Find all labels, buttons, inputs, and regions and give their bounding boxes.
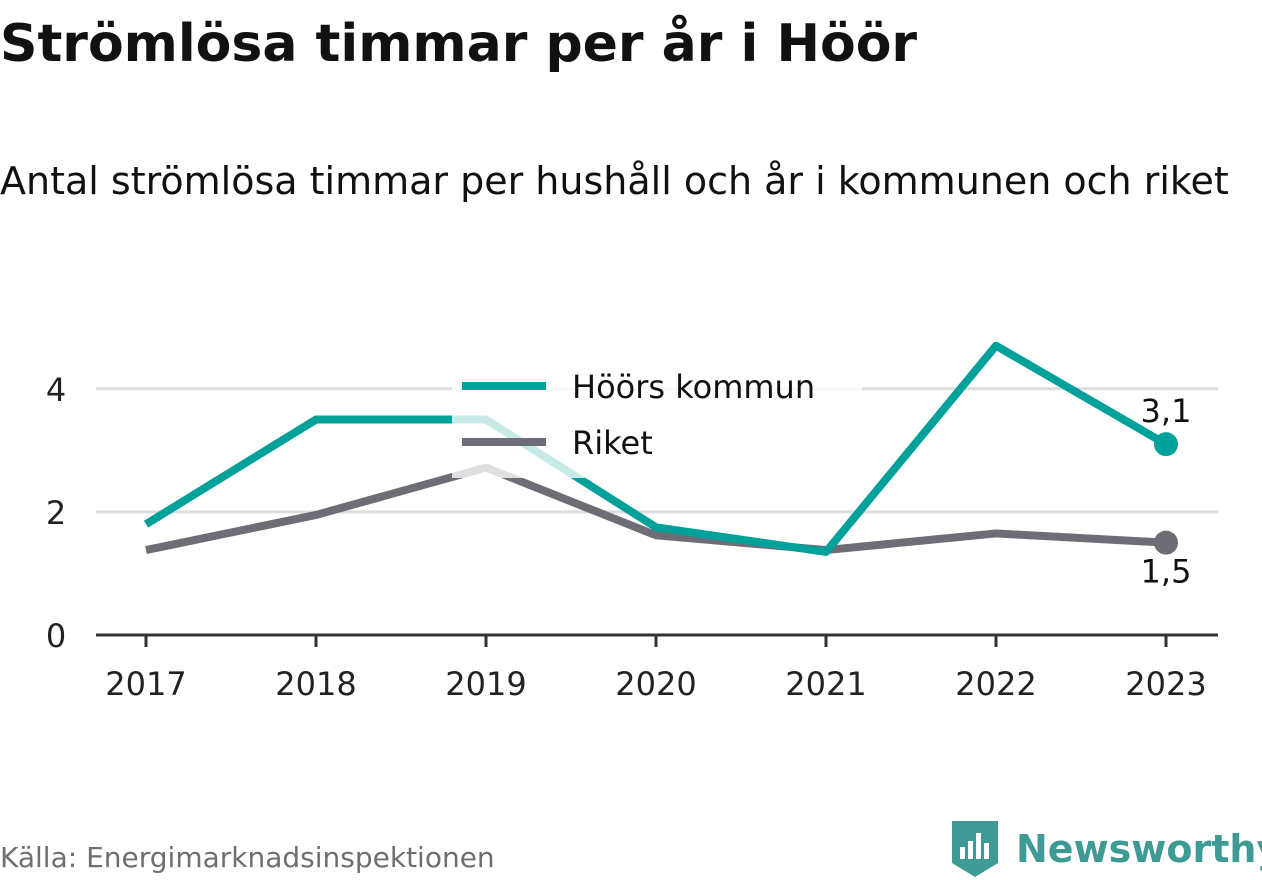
y-tick-label: 0 (46, 617, 66, 655)
end-point-marker (1154, 530, 1178, 555)
series-line-0 (143, 341, 1169, 556)
brand-logo: Newsworthy (950, 818, 1262, 880)
x-tick-label: 2019 (445, 665, 526, 703)
x-tick-label: 2021 (785, 665, 866, 703)
end-points: 3,1 1,5 (1141, 392, 1192, 590)
y-tick-label: 2 (46, 494, 66, 532)
end-value-label: 3,1 (1141, 392, 1192, 430)
x-axis-ticks: 2017 2018 2019 2020 2021 2022 2023 (105, 635, 1207, 703)
chart-subtitle: Antal strömlösa timmar per hushåll och å… (0, 159, 1229, 203)
newsworthy-logo-icon (952, 821, 998, 877)
series-line-1 (145, 463, 1167, 555)
source-note: Källa: Energimarknadsinspektionen (0, 841, 495, 874)
legend-label: Riket (572, 424, 653, 462)
legend-label: Höörs kommun (572, 368, 815, 406)
series-lines (143, 341, 1169, 556)
brand-name: Newsworthy (1016, 827, 1262, 871)
end-value-label: 1,5 (1141, 553, 1192, 591)
x-tick-label: 2022 (955, 665, 1036, 703)
y-axis-ticks: 0 2 4 (46, 371, 66, 655)
end-point-marker (1154, 432, 1178, 457)
chart-title: Strömlösa timmar per år i Höör (0, 14, 918, 74)
legend: Höörs kommun Riket (452, 362, 862, 478)
x-tick-label: 2023 (1125, 665, 1206, 703)
x-tick-label: 2018 (275, 665, 356, 703)
legend-box (452, 362, 862, 478)
x-tick-label: 2017 (105, 665, 186, 703)
y-tick-label: 4 (46, 371, 66, 409)
x-tick-label: 2020 (615, 665, 696, 703)
